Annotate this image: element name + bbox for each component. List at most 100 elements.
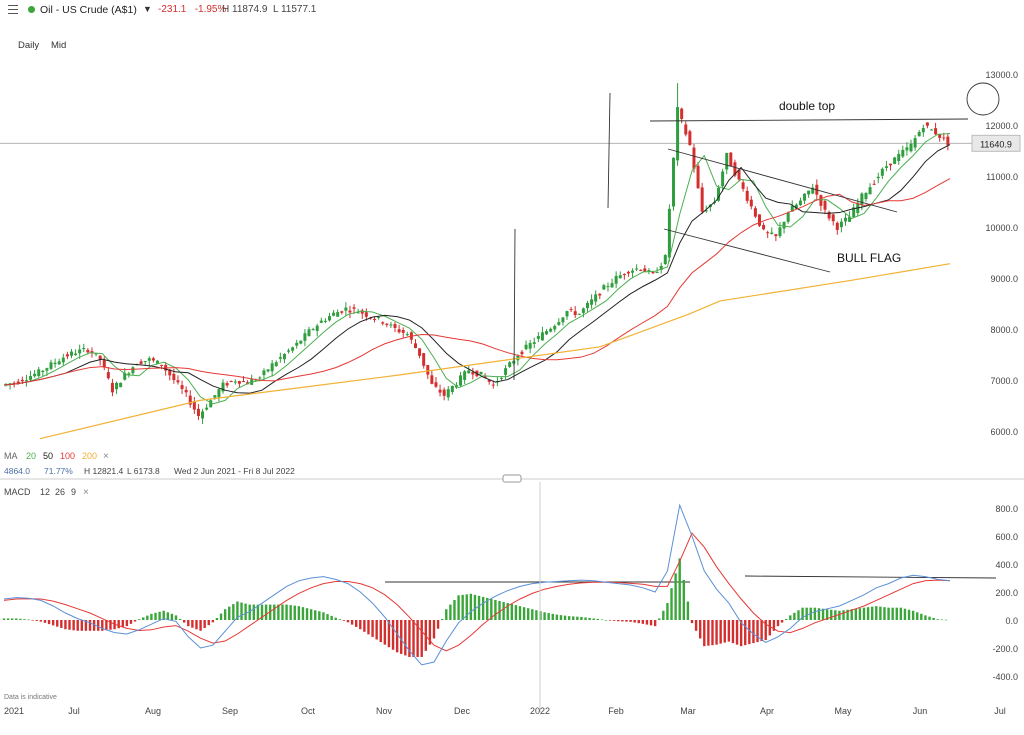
macd-histogram-bar (47, 620, 51, 625)
x-tick-label: Nov (376, 706, 393, 716)
price-tick-label: 7000.0 (990, 376, 1018, 386)
macd-histogram-bar (64, 620, 67, 630)
candle-body (774, 234, 778, 237)
macd-histogram-bar (68, 620, 71, 630)
candle-body (12, 382, 16, 384)
double-top-line (649, 118, 969, 122)
candle-body (700, 187, 704, 212)
instrument-name[interactable]: Oil - US Crude (A$1) (40, 4, 137, 16)
macd-histogram-bar (932, 617, 935, 620)
macd-histogram-bar (457, 595, 460, 620)
macd-histogram-bar (920, 613, 923, 620)
candle-body (213, 395, 217, 398)
candle-body (102, 359, 106, 368)
candle-body (401, 329, 405, 333)
candle-body (766, 232, 770, 234)
macd-histogram-bar (391, 620, 395, 650)
candle-body (168, 369, 172, 376)
candle-body (934, 128, 938, 135)
macd-histogram-bar (719, 620, 722, 644)
candle-body (188, 395, 192, 405)
candle-body (315, 325, 319, 331)
price-tick-label: 9000.0 (990, 274, 1018, 284)
macd-histogram-bar (248, 604, 251, 620)
macd-histogram-bar (416, 620, 419, 657)
macd-histogram-bar (367, 620, 370, 635)
macd-histogram-bar (588, 617, 591, 620)
menu-icon[interactable] (8, 5, 18, 14)
macd-histogram-bar (625, 620, 628, 622)
macd-histogram-bar (494, 599, 497, 620)
timeframe-mid[interactable]: Mid (51, 40, 67, 51)
macd-param-slow: 26 (55, 487, 65, 497)
macd-histogram-bar (363, 620, 366, 632)
candle-body (69, 351, 73, 356)
candle-body (745, 190, 749, 201)
candle-body (508, 362, 512, 367)
candle-body (327, 316, 331, 321)
candle-body (692, 147, 696, 169)
macd-histogram-bar (502, 602, 505, 620)
candle-body (864, 193, 868, 200)
macd-histogram-bar (260, 604, 264, 620)
candle-body (106, 372, 110, 379)
macd-histogram-bar (735, 620, 739, 645)
macd-histogram-bar (174, 615, 178, 620)
candle-body (479, 371, 483, 375)
macd-histogram-bar (567, 616, 571, 620)
candle-body (24, 380, 28, 382)
candle-body (20, 379, 24, 382)
macd-signal-line (3, 532, 951, 652)
macd-histogram-bar (522, 607, 526, 620)
macd-histogram-bar (797, 610, 800, 620)
macd-histogram-bar (576, 616, 579, 620)
vertical-drawn-line (513, 228, 516, 381)
candle-body (684, 124, 688, 135)
data-disclaimer: Data is indicative (4, 694, 57, 701)
macd-histogram-bar (228, 606, 231, 620)
candle-body (839, 221, 843, 228)
candle-body (602, 285, 606, 290)
candle-body (663, 255, 667, 264)
candle-body (635, 268, 639, 270)
macd-histogram-bar (727, 620, 731, 642)
candle-body (442, 389, 446, 396)
candle-body (430, 375, 434, 384)
macd-histogram-bar (301, 607, 305, 620)
candle-body (348, 310, 352, 313)
macd-histogram-bar (27, 619, 30, 621)
ma-period-20: 20 (26, 451, 36, 461)
x-tick-label: Sep (222, 706, 238, 716)
timeframe-daily[interactable]: Daily (18, 40, 40, 51)
candle-body (147, 358, 151, 361)
macd-histogram-bar (559, 615, 563, 620)
chevron-down-icon[interactable]: ▼ (143, 4, 152, 14)
candle-body (540, 332, 544, 341)
macd-histogram-bar (146, 615, 149, 620)
x-tick-label: Apr (760, 706, 774, 716)
candle-body (573, 311, 577, 316)
vertical-drawn-line (607, 92, 611, 209)
candle-body (323, 320, 327, 322)
candle-body (49, 362, 53, 369)
macd-param-fast: 12 (40, 487, 50, 497)
macd-histogram-bar (166, 612, 170, 620)
candle-body (843, 217, 847, 222)
price-change: -231.1 -1.95% (158, 4, 226, 15)
macd-histogram-bar (346, 620, 350, 623)
macd-histogram-bar (764, 620, 767, 641)
range-dates: Wed 2 Jun 2021 - Fri 8 Jul 2022 (174, 466, 295, 476)
macd-histogram-bar (486, 597, 489, 620)
x-tick-label: Mar (680, 706, 696, 716)
candle-body (782, 221, 786, 229)
macd-histogram-bar (526, 608, 530, 620)
candle-body (405, 334, 409, 336)
macd-histogram-bar (35, 620, 38, 621)
macd-histogram-bar (604, 620, 608, 621)
macd-histogram-bar (748, 620, 751, 645)
macd-histogram-bar (825, 609, 829, 620)
macd-histogram-bar (883, 607, 886, 620)
macd-histogram-bar (92, 620, 96, 631)
price-tick-label: 8000.0 (990, 325, 1018, 335)
